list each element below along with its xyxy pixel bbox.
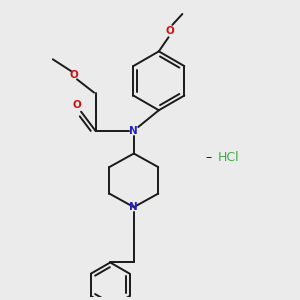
Text: –: – xyxy=(206,151,212,164)
Text: HCl: HCl xyxy=(218,151,239,164)
Text: N: N xyxy=(129,126,138,136)
Text: N: N xyxy=(129,202,138,212)
Text: O: O xyxy=(73,100,81,110)
Text: O: O xyxy=(166,26,174,36)
Text: O: O xyxy=(70,70,78,80)
